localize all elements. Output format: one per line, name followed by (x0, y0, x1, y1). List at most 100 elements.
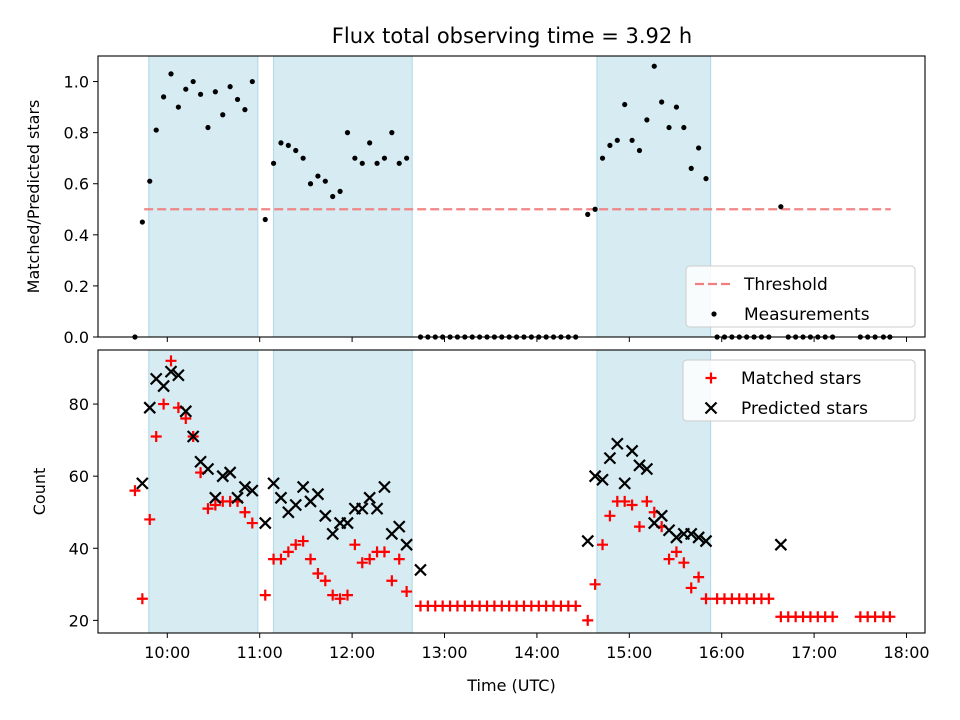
predicted-star-point (699, 534, 713, 548)
measurement-point (629, 137, 635, 143)
predicted-star-point (355, 502, 369, 515)
measurement-point (220, 112, 226, 118)
predicted-star-point (378, 480, 391, 494)
matched-star-point (678, 557, 690, 569)
x-tick-label: 17:00 (791, 643, 837, 662)
matched-star-point (641, 495, 653, 507)
predicted-star-point (143, 401, 157, 414)
measurement-point (607, 142, 613, 149)
predicted-star-point (223, 466, 237, 479)
matched-star-point (334, 593, 346, 605)
legend-predicted-swatch (704, 401, 718, 415)
measurement-point (367, 140, 373, 146)
matched-star-point (378, 546, 390, 558)
predicted-star-point (274, 491, 288, 505)
measurement-point (599, 155, 606, 161)
measurement-point (636, 147, 643, 154)
matched-star-point (259, 589, 271, 601)
predicted-star-point (341, 516, 354, 530)
matched-star-point (386, 575, 398, 587)
measurement-point (322, 178, 328, 184)
measurement-point (374, 160, 380, 166)
x-tick-label: 15:00 (606, 643, 652, 662)
matched-star-point (700, 593, 712, 605)
predicted-star-point (655, 509, 668, 523)
matched-star-point (663, 553, 675, 565)
matched-star-point (349, 539, 361, 551)
matched-star-point (827, 611, 839, 623)
matched-star-point (356, 557, 368, 569)
predicted-star-point (588, 469, 602, 483)
predicted-star-point (625, 444, 639, 458)
measurement-point (352, 155, 358, 161)
predicted-star-point (136, 477, 149, 490)
measurement-point (205, 124, 211, 131)
x-axis-label: Time (UTC) (466, 676, 555, 695)
matched-star-point (312, 568, 324, 580)
measurement-point (673, 104, 680, 110)
predicted-star-point (774, 538, 788, 551)
y-tick-label: 20 (69, 611, 89, 630)
axes-frame (97, 349, 926, 634)
predicted-star-point (603, 451, 617, 465)
measurement-point (183, 86, 189, 92)
measurement-point (153, 127, 159, 133)
measurement-point (161, 94, 167, 100)
matched-star-point (327, 589, 339, 601)
measurement-point (389, 130, 395, 136)
measurement-point (315, 173, 321, 179)
legend-label: Predicted stars (741, 399, 868, 419)
predicted-star-point (684, 527, 698, 541)
matched-star-point (319, 575, 331, 587)
predicted-star-point (209, 491, 222, 505)
matched-star-point (582, 614, 594, 626)
measurement-point (262, 216, 268, 223)
y-tick-label: 0.2 (64, 277, 89, 296)
predicted-star-point (633, 459, 646, 472)
legend: Threshold Measurements (685, 265, 916, 328)
x-tick-label: 11:00 (237, 643, 283, 662)
measurement-point (278, 140, 284, 146)
measurement-point (249, 78, 255, 85)
predicted-star-point (216, 469, 230, 483)
legend: Matched stars Predicted stars (682, 359, 916, 422)
measurement-point (381, 155, 388, 161)
matched-star-point (364, 553, 376, 565)
y-axis-label: Count (30, 468, 49, 516)
measurement-point (344, 130, 351, 136)
matched-star-point (393, 553, 405, 565)
x-tick-label: 18:00 (883, 643, 929, 662)
matched-star-point (693, 571, 705, 583)
y-tick-label: 40 (69, 539, 89, 558)
matched-star-point (136, 593, 148, 605)
matched-star-point (633, 521, 645, 533)
predicted-star-point (201, 462, 215, 476)
matched-star-point (305, 553, 317, 565)
matched-star-point (246, 517, 258, 529)
y-tick-label: 0.6 (64, 175, 89, 194)
matched-star-point (209, 499, 221, 511)
matched-star-point (144, 513, 156, 525)
measurement-point (359, 160, 365, 166)
measurement-point (644, 117, 650, 123)
predicted-star-point (172, 368, 185, 382)
legend-frame (685, 265, 916, 328)
legend-label: Threshold (743, 275, 828, 295)
measurement-point (139, 219, 145, 225)
measurement-point (404, 155, 410, 161)
y-tick-label: 1.0 (64, 73, 89, 92)
measurement-point (337, 188, 343, 194)
measurement-point (197, 91, 204, 97)
measurement-point (242, 107, 248, 113)
matched-star-point (129, 485, 141, 497)
measurement-point (147, 178, 153, 184)
x-tick-label: 13:00 (421, 643, 467, 662)
measurement-point (190, 78, 196, 85)
measurement-point (168, 71, 174, 77)
predicted-star-point (258, 516, 272, 530)
predicted-star-point (326, 527, 339, 541)
predicted-star-point (164, 365, 178, 378)
measurement-point (651, 63, 657, 69)
matched-star-point (597, 539, 609, 551)
